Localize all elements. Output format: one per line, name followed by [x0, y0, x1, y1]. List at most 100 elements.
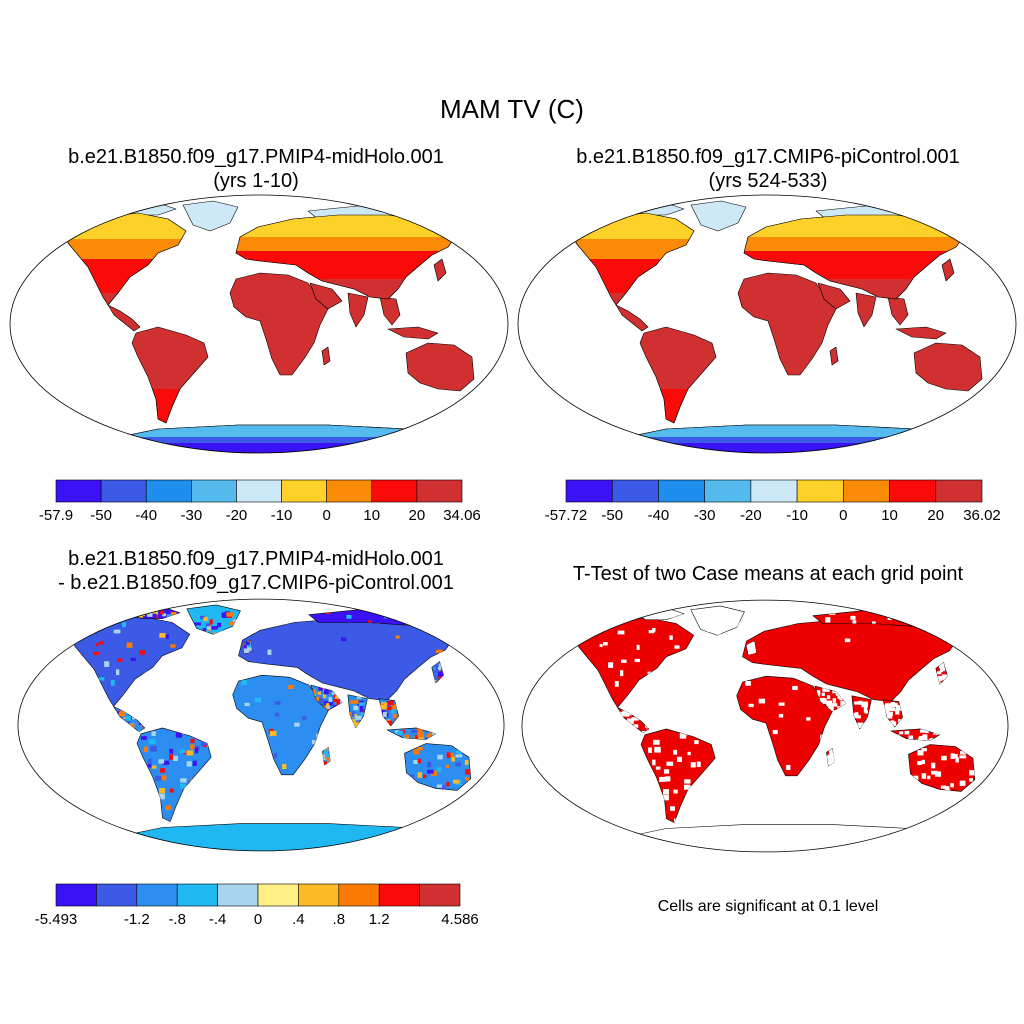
map-cell [328, 697, 333, 702]
map-cell [746, 652, 751, 655]
map-cell [162, 760, 170, 765]
map-cell [438, 666, 442, 671]
map-cell [435, 649, 443, 654]
map-cell [340, 700, 343, 706]
colorbar-label: -50 [601, 507, 623, 524]
map-cell [132, 643, 136, 649]
colorbar-swatch [326, 479, 373, 503]
map-cell [158, 793, 165, 800]
map-cell [392, 713, 397, 719]
map-cell [117, 658, 123, 662]
colorbar-swatch [843, 479, 890, 503]
map-cell [904, 730, 910, 735]
map-cell [931, 770, 938, 775]
map-cell [621, 659, 627, 663]
map-cell [93, 651, 100, 656]
map-cell [988, 795, 993, 800]
map-cell [190, 739, 195, 744]
map-cell [209, 619, 213, 625]
map-cell [665, 776, 671, 782]
map-cell [478, 784, 484, 790]
map-cell [430, 770, 438, 776]
map-cell [944, 786, 950, 791]
map-cell [481, 792, 488, 796]
map-cell [405, 618, 412, 624]
map-cell [832, 752, 835, 758]
colorbar-label: -.4 [209, 911, 227, 928]
map-cell [161, 775, 167, 781]
map-cell [485, 782, 489, 788]
map-cell [282, 763, 287, 769]
map-cell [940, 785, 947, 789]
map-cell [269, 730, 277, 737]
map-cell [432, 732, 436, 738]
map-cell [413, 749, 420, 755]
colorbar-label: 10 [881, 507, 898, 524]
map-cell [325, 703, 330, 707]
colorbar-label: -50 [90, 507, 112, 524]
map-cell [274, 753, 278, 758]
continent-greenland [182, 200, 239, 232]
map-cell [622, 710, 627, 714]
map-cell [397, 730, 404, 736]
map-cell [991, 788, 993, 793]
colorbar-label: 36.02 [963, 507, 1000, 524]
map-cell [110, 680, 115, 686]
map-cell [159, 788, 166, 794]
colorbar-swatch [565, 479, 613, 503]
map-cell [477, 797, 483, 799]
map-cell [139, 650, 146, 655]
map-cell [420, 609, 425, 614]
map-cell [175, 731, 183, 738]
band-antarctica [100, 425, 454, 437]
map-cell [959, 780, 966, 786]
map-cell [422, 738, 428, 740]
map-cell [477, 785, 484, 790]
colorbar-label: .8 [333, 911, 346, 928]
map-cell [113, 629, 121, 634]
map-cell [348, 712, 352, 718]
map-cell [386, 706, 392, 711]
map-cell [659, 776, 666, 782]
map-cell [247, 646, 253, 652]
map-cell [76, 623, 84, 628]
map-cell [99, 641, 104, 645]
map-cell [241, 679, 247, 685]
map-cell [653, 739, 660, 745]
map-cell [992, 782, 993, 787]
map-cell [206, 626, 211, 630]
map-cell [818, 697, 825, 703]
map-cell [417, 772, 423, 778]
map-cell [130, 723, 135, 729]
map-cell [823, 698, 827, 704]
map-cell [327, 702, 334, 706]
colorbar-swatch [136, 883, 178, 907]
map-cell [690, 762, 696, 768]
map-cell [487, 793, 489, 799]
map-cell [895, 704, 902, 711]
panel-2-title: b.e21.B1850.f09_g17.CMIP6-piControl.001 … [512, 145, 1024, 193]
map-cell [391, 703, 398, 710]
map-cell [954, 753, 958, 759]
map-cell [721, 623, 726, 629]
map-cell [436, 767, 442, 773]
map-cell [436, 621, 444, 625]
map-cell [125, 715, 132, 721]
map-cell [160, 610, 164, 615]
map-cell [939, 667, 943, 672]
map-cell [631, 717, 637, 721]
map-cell [840, 700, 847, 707]
continent-india [347, 292, 369, 328]
map-cell [137, 607, 145, 612]
map-cell [169, 748, 174, 754]
map-cell [477, 793, 481, 798]
map-cell [614, 681, 619, 687]
colorbar-swatch [281, 479, 327, 503]
band-northAmerica [68, 213, 186, 239]
map-cell [985, 793, 992, 797]
map-cell [479, 785, 484, 789]
continent-africa [737, 272, 837, 376]
colorbar-swatch [889, 479, 937, 503]
continent-india [855, 292, 877, 328]
map-cell [936, 675, 943, 681]
